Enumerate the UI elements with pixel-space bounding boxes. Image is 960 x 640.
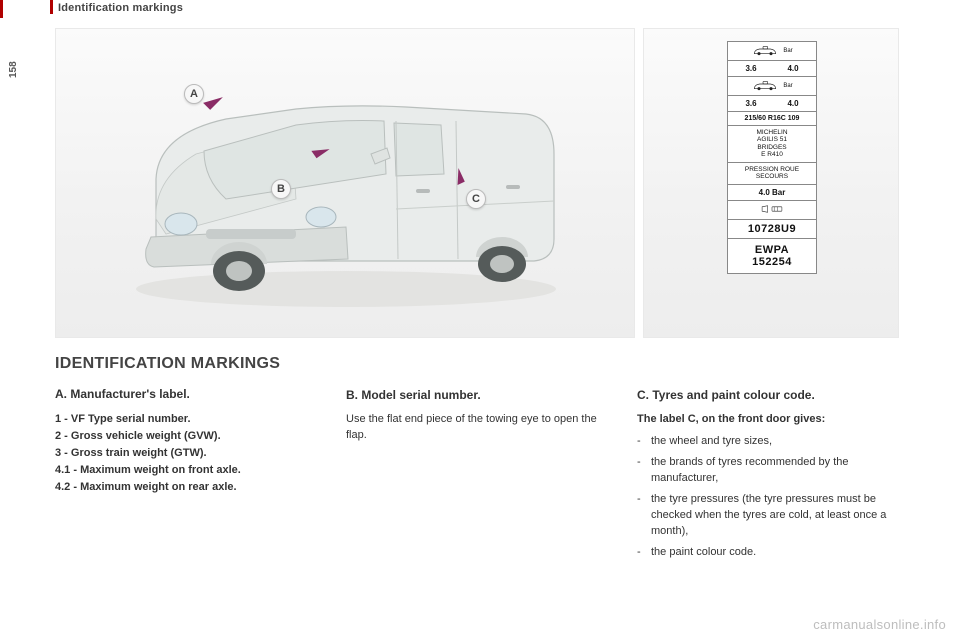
col-c-bullet-4: the paint colour code. bbox=[637, 545, 900, 561]
col-b-text: Use the flat end piece of the towing eye… bbox=[346, 412, 609, 444]
row2-val-1: 3.6 bbox=[745, 99, 756, 108]
code1: 10728U9 bbox=[728, 220, 816, 239]
col-c: C. Tyres and paint colour code. The labe… bbox=[637, 355, 900, 566]
van-svg bbox=[96, 59, 596, 319]
col-a-item-3: 3 - Gross train weight (GTW). bbox=[55, 445, 318, 462]
manual-page: Identification markings 158 bbox=[0, 0, 960, 640]
col-a-item-2: 2 - Gross vehicle weight (GVW). bbox=[55, 428, 318, 445]
col-c-list: the wheel and tyre sizes, the brands of … bbox=[637, 434, 900, 561]
van-illustration-panel: A B C bbox=[55, 28, 635, 338]
col-a: IDENTIFICATION MARKINGS A. Manufacturer'… bbox=[55, 355, 318, 566]
page-number: 158 bbox=[8, 61, 19, 78]
key-icon bbox=[761, 204, 783, 214]
code3: 152254 bbox=[730, 256, 814, 268]
tyre-label-car-bottom: Bar bbox=[728, 77, 816, 96]
col-a-item-5: 4.2 - Maximum weight on rear axle. bbox=[55, 479, 318, 496]
header-text: Identification markings bbox=[58, 2, 183, 14]
key-row bbox=[728, 201, 816, 220]
tyre-label-row1: 3.6 4.0 bbox=[728, 61, 816, 77]
body-columns: IDENTIFICATION MARKINGS A. Manufacturer'… bbox=[55, 355, 900, 566]
col-c-heading: C. Tyres and paint colour code. bbox=[637, 388, 900, 402]
row2-val-2: 4.0 bbox=[787, 99, 798, 108]
col-c-bullet-1: the wheel and tyre sizes, bbox=[637, 434, 900, 450]
col-a-item-1: 1 - VF Type serial number. bbox=[55, 411, 318, 428]
col-b-heading: B. Model serial number. bbox=[346, 388, 609, 402]
callout-c-badge: C bbox=[466, 189, 486, 209]
car-bottom-icon bbox=[751, 80, 779, 92]
spare-pressure: 4.0 Bar bbox=[728, 185, 816, 201]
code-block: EWPA 152254 bbox=[728, 239, 816, 273]
bar-label-1: Bar bbox=[783, 48, 792, 54]
row1-val-1: 3.6 bbox=[745, 64, 756, 73]
tyre-label-panel: Bar 3.6 4.0 Bar 3.6 4.0 215/60 R16C 109 … bbox=[643, 28, 899, 338]
col-c-bullet-2: the brands of tyres recommended by the m… bbox=[637, 455, 900, 487]
col-a-item-4: 4.1 - Maximum weight on front axle. bbox=[55, 462, 318, 479]
col-a-heading: A. Manufacturer's label. bbox=[55, 387, 318, 401]
spare-label: PRESSION ROUE SECOURS bbox=[728, 163, 816, 185]
tyre-label: Bar 3.6 4.0 Bar 3.6 4.0 215/60 R16C 109 … bbox=[727, 41, 817, 274]
code2: EWPA bbox=[730, 244, 814, 256]
van-illustration: A B C bbox=[56, 29, 634, 337]
col-c-bullet-3: the tyre pressures (the tyre pressures m… bbox=[637, 492, 900, 540]
row1-val-2: 4.0 bbox=[787, 64, 798, 73]
car-top-icon bbox=[751, 45, 779, 57]
col-c-intro: The label C, on the front door gives: bbox=[637, 412, 900, 428]
tyre-label-row2: 3.6 4.0 bbox=[728, 96, 816, 112]
tyre-label-car-top: Bar bbox=[728, 42, 816, 61]
bar-label-2: Bar bbox=[783, 83, 792, 89]
main-title: IDENTIFICATION MARKINGS bbox=[55, 355, 318, 373]
tyre-size: 215/60 R16C 109 bbox=[728, 112, 816, 126]
col-b: B. Model serial number. Use the flat end… bbox=[346, 355, 609, 566]
tyre-brands: MICHELIN AGILIS 51 BRIDGES E R410 bbox=[728, 126, 816, 163]
watermark: carmanualsonline.info bbox=[813, 617, 946, 632]
callout-b-badge: B bbox=[271, 179, 291, 199]
header-accent bbox=[50, 0, 53, 14]
edge-accent bbox=[0, 0, 3, 18]
callout-a-badge: A bbox=[184, 84, 204, 104]
